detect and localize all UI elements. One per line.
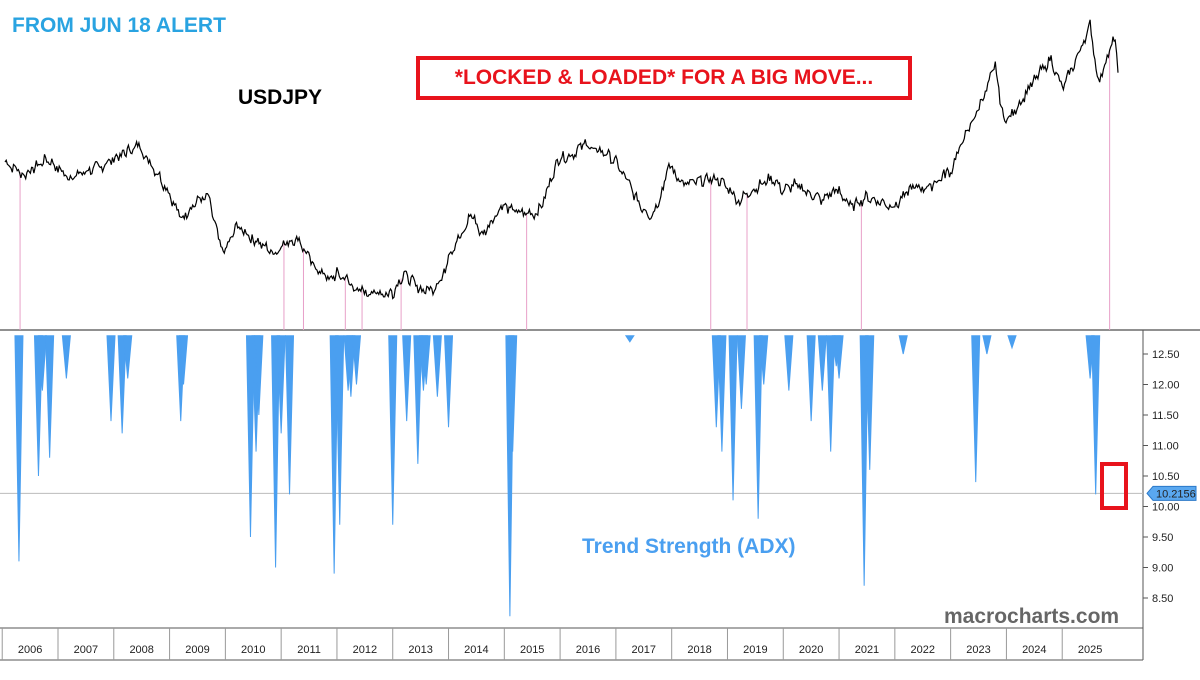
x-tick-label-14: 2020 [799, 644, 823, 656]
adx-spike-32 [717, 335, 727, 452]
x-tick-label-15: 2021 [855, 644, 879, 656]
adx-spike-38 [806, 335, 816, 422]
highlight-box [1100, 462, 1128, 510]
adx-spike-50 [1091, 335, 1101, 495]
adx-spike-34 [736, 335, 746, 409]
pair-label: USDJPY [238, 86, 323, 109]
adx-spike-2 [37, 335, 47, 391]
adx-spike-46 [971, 335, 981, 483]
y-tick-label-0: 12.50 [1152, 349, 1180, 361]
x-tick-label-8: 2014 [464, 644, 488, 656]
x-tick-label-11: 2017 [632, 644, 656, 656]
adx-spike-47 [982, 335, 992, 355]
alert-label: FROM JUN 18 ALERT [12, 14, 226, 37]
y-tick-label-7: 9.00 [1152, 563, 1173, 575]
adx-spike-33 [728, 335, 738, 501]
x-tick-label-13: 2019 [743, 644, 767, 656]
adx-spike-40 [826, 335, 836, 452]
y-tick-label-2: 11.50 [1152, 410, 1179, 422]
adx-spike-26 [432, 335, 442, 397]
x-tick-label-16: 2022 [910, 644, 934, 656]
x-tick-label-9: 2015 [520, 644, 544, 656]
y-tick-label-1: 12.00 [1152, 380, 1180, 392]
adx-spike-9 [178, 335, 189, 385]
y-tick-label-6: 9.50 [1152, 532, 1173, 544]
x-tick-label-6: 2012 [353, 644, 377, 656]
adx-spike-37 [784, 335, 794, 391]
adx-spike-13 [271, 335, 281, 568]
last-value-tag [1146, 485, 1197, 501]
price-series-line [4, 19, 1119, 300]
x-tick-label-17: 2023 [966, 644, 990, 656]
adx-spike-45 [898, 335, 908, 355]
adx-spike-23 [413, 335, 423, 464]
y-tick-label-8: 8.50 [1152, 593, 1173, 605]
x-tick-label-2: 2008 [129, 644, 153, 656]
adx-spike-29 [508, 335, 518, 452]
x-tick-label-0: 2006 [18, 644, 42, 656]
adx-spike-30 [624, 335, 635, 343]
adx-spike-20 [351, 335, 362, 385]
x-tick-label-12: 2018 [687, 644, 711, 656]
adx-spike-7 [123, 335, 133, 379]
adx-spike-25 [421, 335, 431, 385]
x-tick-label-18: 2024 [1022, 644, 1046, 656]
adx-spike-21 [388, 335, 398, 525]
y-tick-label-4: 10.50 [1152, 471, 1180, 483]
adx-spike-4 [61, 335, 71, 379]
x-tick-label-4: 2010 [241, 644, 265, 656]
adx-spike-19 [346, 335, 356, 397]
adx-spike-39 [817, 335, 827, 391]
y-tick-label-5: 10.00 [1152, 502, 1180, 514]
adx-spike-22 [402, 335, 412, 422]
adx-spike-35 [753, 335, 763, 519]
adx-spike-15 [285, 335, 295, 495]
headline-box: *LOCKED & LOADED* FOR A BIG MOVE... [416, 56, 912, 100]
adx-spike-43 [859, 335, 869, 586]
x-tick-label-1: 2007 [74, 644, 98, 656]
indicator-label: Trend Strength (ADX) [582, 535, 796, 558]
last-value-label: 10.2156 [1156, 488, 1196, 500]
adx-spike-16 [329, 335, 339, 574]
adx-spike-44 [865, 335, 875, 470]
adx-spike-6 [117, 335, 127, 434]
adx-spike-48 [1007, 335, 1017, 350]
x-tick-label-10: 2016 [576, 644, 600, 656]
adx-spike-14 [276, 335, 286, 434]
x-tick-label-19: 2025 [1078, 644, 1102, 656]
y-tick-label-3: 11.00 [1152, 441, 1179, 453]
x-tick-label-5: 2011 [297, 644, 321, 656]
last-value-callout: 10.2156 [1146, 485, 1197, 501]
adx-spike-17 [335, 335, 345, 525]
adx-spike-27 [444, 335, 454, 428]
adx-spike-36 [759, 335, 769, 385]
x-tick-label-3: 2009 [185, 644, 209, 656]
adx-spike-12 [254, 335, 264, 416]
adx-spike-0 [14, 335, 24, 562]
adx-spike-3 [45, 335, 55, 458]
x-tick-label-7: 2013 [408, 644, 432, 656]
source-label: macrocharts.com [944, 605, 1120, 628]
adx-spike-10 [245, 335, 255, 538]
adx-spike-5 [106, 335, 116, 422]
adx-spike-42 [834, 335, 844, 379]
